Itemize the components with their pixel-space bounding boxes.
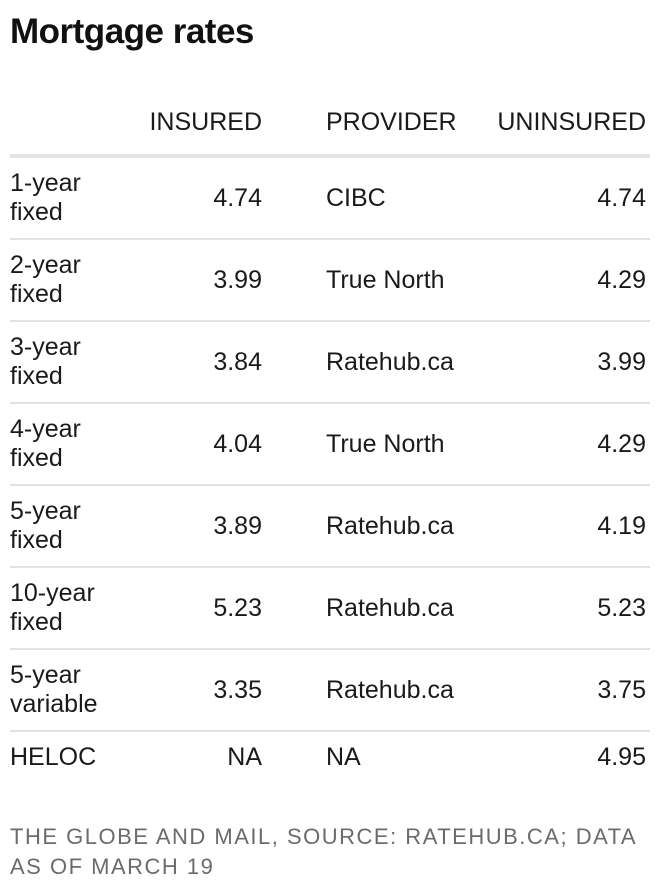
uninsured-rate-cell: 5.23	[597, 593, 646, 622]
uninsured-rate-cell: 3.75	[597, 675, 646, 704]
uninsured-rate-cell: 4.19	[597, 511, 646, 540]
term-cell: 10-year fixed	[10, 579, 95, 636]
provider-cell: Ratehub.ca	[326, 675, 454, 704]
insured-rate-cell: NA	[227, 742, 262, 771]
chart-title: Mortgage rates	[10, 12, 254, 51]
table-row: 5-year variable 3.35 Ratehub.ca 3.75	[10, 650, 650, 732]
term-cell: 4-year fixed	[10, 415, 81, 472]
term-cell: 5-year fixed	[10, 497, 81, 554]
provider-cell: True North	[326, 265, 445, 294]
provider-cell: Ratehub.ca	[326, 593, 454, 622]
uninsured-rate-cell: 4.29	[597, 429, 646, 458]
column-header-uninsured: UNINSURED	[497, 108, 646, 136]
table-row: 10-year fixed 5.23 Ratehub.ca 5.23	[10, 568, 650, 650]
column-header-provider: PROVIDER	[326, 108, 457, 136]
table-header: INSURED PROVIDER UNINSURED	[10, 98, 650, 158]
term-cell: 1-year fixed	[10, 169, 81, 226]
uninsured-rate-cell: 4.95	[597, 742, 646, 771]
uninsured-rate-cell: 4.29	[597, 265, 646, 294]
table-row: 4-year fixed 4.04 True North 4.29	[10, 404, 650, 486]
insured-rate-cell: 3.89	[213, 511, 262, 540]
table-row: HELOC NA NA 4.95	[10, 732, 650, 782]
table-row: 2-year fixed 3.99 True North 4.29	[10, 240, 650, 322]
insured-rate-cell: 3.84	[213, 347, 262, 376]
term-cell: HELOC	[10, 742, 97, 771]
insured-rate-cell: 3.99	[213, 265, 262, 294]
provider-cell: Ratehub.ca	[326, 511, 454, 540]
insured-rate-cell: 3.35	[213, 675, 262, 704]
column-header-insured: INSURED	[149, 108, 262, 136]
source-note: THE GLOBE AND MAIL, SOURCE: RATEHUB.CA; …	[10, 824, 636, 879]
term-cell: 5-year variable	[10, 661, 98, 718]
term-cell: 2-year fixed	[10, 251, 81, 308]
provider-cell: True North	[326, 429, 445, 458]
term-cell: 3-year fixed	[10, 333, 81, 390]
insured-rate-cell: 5.23	[213, 593, 262, 622]
uninsured-rate-cell: 3.99	[597, 347, 646, 376]
uninsured-rate-cell: 4.74	[597, 183, 646, 212]
insured-rate-cell: 4.74	[213, 183, 262, 212]
table-row: 1-year fixed 4.74 CIBC 4.74	[10, 158, 650, 240]
table-row: 5-year fixed 3.89 Ratehub.ca 4.19	[10, 486, 650, 568]
provider-cell: Ratehub.ca	[326, 347, 454, 376]
provider-cell: CIBC	[326, 183, 386, 212]
insured-rate-cell: 4.04	[213, 429, 262, 458]
table-row: 3-year fixed 3.84 Ratehub.ca 3.99	[10, 322, 650, 404]
provider-cell: NA	[326, 742, 361, 771]
mortgage-rates-table: INSURED PROVIDER UNINSURED 1-year fixed …	[10, 98, 650, 782]
